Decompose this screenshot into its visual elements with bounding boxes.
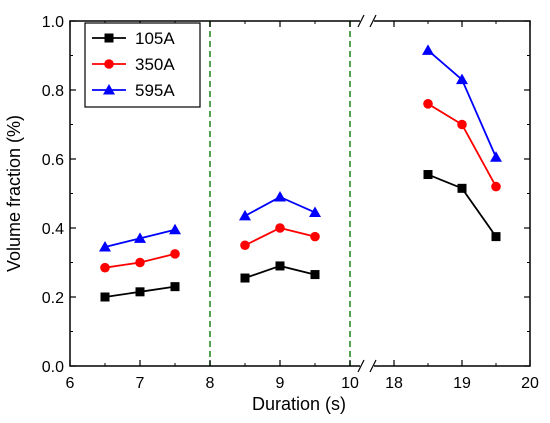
x-tick-label: 9 <box>276 375 285 392</box>
data-point <box>491 181 501 192</box>
data-point <box>309 206 321 217</box>
x-tick-label: 19 <box>453 375 471 392</box>
data-point <box>457 183 467 193</box>
axis-break-mark <box>357 359 365 373</box>
y-axis-label: Volume fraction (%) <box>4 115 24 272</box>
data-point <box>275 223 285 233</box>
legend: 105A 350A 595A <box>84 22 201 108</box>
data-point <box>169 223 181 235</box>
data-point <box>134 232 146 243</box>
data-point <box>422 44 434 55</box>
y-tick-label: 0.6 <box>42 152 64 169</box>
y-tick-label: 0.4 <box>42 221 64 238</box>
data-point <box>240 273 250 283</box>
series-595A <box>99 44 502 252</box>
data-point <box>310 231 320 242</box>
data-point <box>240 240 250 251</box>
y-tick-label: 0.8 <box>42 83 64 100</box>
data-point <box>490 151 502 162</box>
y-tick-label: 0.0 <box>42 359 64 376</box>
legend-label: 105A <box>135 29 175 48</box>
data-point <box>275 261 285 271</box>
data-point <box>239 209 251 221</box>
axis-break-mark <box>357 14 365 28</box>
series-350A <box>100 99 501 273</box>
data-point <box>100 262 110 273</box>
x-tick-label: 7 <box>136 375 145 392</box>
series-105A <box>100 170 501 302</box>
series-line <box>427 49 497 158</box>
data-point <box>310 270 320 280</box>
data-point <box>456 73 468 85</box>
data-point <box>274 190 286 202</box>
x-tick-label: 6 <box>66 375 75 392</box>
axis-break-mark <box>369 359 377 373</box>
axis-break-gap-top <box>360 18 374 24</box>
x-tick-label: 8 <box>206 375 215 392</box>
axis-break-gap-bottom <box>360 363 374 369</box>
x-tick-label: 10 <box>341 375 359 392</box>
data-point <box>491 232 501 242</box>
legend-label: 595A <box>135 81 175 100</box>
legend-marker <box>104 59 114 69</box>
legend-marker <box>104 33 114 43</box>
data-point <box>423 170 433 180</box>
y-tick-label: 1.0 <box>42 14 64 31</box>
x-tick-label: 18 <box>385 375 403 392</box>
data-point <box>170 249 180 259</box>
data-point <box>135 257 145 268</box>
legend-label: 350A <box>135 55 175 74</box>
axis-break-mark <box>369 14 377 28</box>
series-line <box>427 103 497 188</box>
x-axis-label: Duration (s) <box>252 394 346 414</box>
data-point <box>423 99 433 109</box>
data-point <box>170 282 180 292</box>
data-point <box>99 240 111 252</box>
data-point <box>100 292 110 302</box>
y-tick-label: 0.2 <box>42 290 64 307</box>
data-point <box>457 119 467 130</box>
x-tick-label: 20 <box>521 375 539 392</box>
data-point <box>135 287 145 297</box>
legend-marker <box>103 84 115 95</box>
